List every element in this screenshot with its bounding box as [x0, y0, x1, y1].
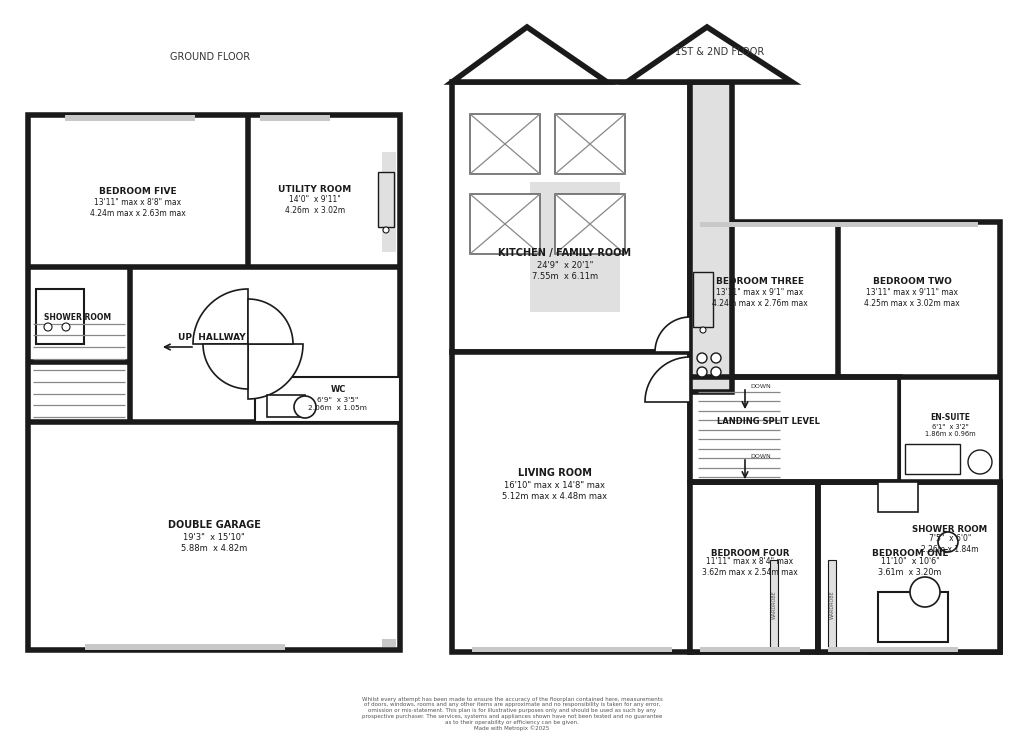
- Text: 13'11" max x 9'11" max
4.25m max x 3.02m max: 13'11" max x 9'11" max 4.25m max x 3.02m…: [864, 288, 959, 308]
- Text: DOWN: DOWN: [750, 384, 771, 390]
- Bar: [555, 194, 625, 254]
- Circle shape: [910, 577, 940, 607]
- Circle shape: [700, 327, 706, 333]
- Bar: [700, 647, 800, 652]
- Circle shape: [44, 323, 52, 331]
- Bar: [700, 222, 880, 227]
- Text: WARDROBE: WARDROBE: [771, 590, 776, 620]
- Circle shape: [383, 227, 389, 233]
- Bar: [382, 639, 396, 647]
- Text: 13'11" max x 9'1" max
4.24m max x 2.76m max: 13'11" max x 9'1" max 4.24m max x 2.76m …: [712, 288, 808, 308]
- Text: BEDROOM THREE: BEDROOM THREE: [716, 277, 804, 287]
- Bar: [28, 115, 400, 650]
- Text: 13'11" max x 8'8" max
4.24m max x 2.63m max: 13'11" max x 8'8" max 4.24m max x 2.63m …: [90, 199, 186, 217]
- Bar: [693, 272, 713, 327]
- Bar: [260, 115, 330, 121]
- Bar: [878, 592, 948, 642]
- Circle shape: [938, 532, 958, 552]
- Bar: [828, 560, 836, 650]
- Bar: [900, 377, 1000, 482]
- Polygon shape: [627, 27, 792, 82]
- Bar: [690, 377, 900, 482]
- Bar: [452, 352, 690, 652]
- Text: BEDROOM ONE: BEDROOM ONE: [871, 548, 948, 557]
- Bar: [690, 482, 818, 652]
- Text: DOWN: DOWN: [750, 454, 771, 459]
- Bar: [36, 289, 84, 344]
- Bar: [530, 182, 620, 312]
- Text: 16'10" max x 14'8" max
5.12m max x 4.48m max: 16'10" max x 14'8" max 5.12m max x 4.48m…: [503, 481, 607, 501]
- Bar: [770, 560, 778, 650]
- Circle shape: [294, 396, 316, 418]
- Text: 6'9"  x 3'5"
2.06m  x 1.05m: 6'9" x 3'5" 2.06m x 1.05m: [308, 398, 368, 411]
- Text: BEDROOM FIVE: BEDROOM FIVE: [99, 187, 177, 196]
- Bar: [690, 222, 1000, 652]
- Text: 6'1"  x 3'2"
1.86m x 0.96m: 6'1" x 3'2" 1.86m x 0.96m: [925, 424, 975, 437]
- Text: WC: WC: [331, 386, 346, 395]
- Text: EN-SUITE: EN-SUITE: [930, 413, 970, 422]
- Circle shape: [711, 367, 721, 377]
- Bar: [828, 647, 958, 652]
- Bar: [472, 647, 672, 652]
- Text: LIVING ROOM: LIVING ROOM: [518, 468, 592, 478]
- Bar: [848, 222, 978, 227]
- Text: Whilst every attempt has been made to ensure the accuracy of the floorplan conta: Whilst every attempt has been made to en…: [361, 696, 663, 732]
- Polygon shape: [452, 27, 607, 82]
- Text: 11'10"  x 10'6"
3.61m  x 3.20m: 11'10" x 10'6" 3.61m x 3.20m: [879, 557, 942, 577]
- Circle shape: [711, 353, 721, 363]
- Bar: [378, 172, 394, 227]
- Bar: [255, 377, 400, 422]
- Text: SHOWER ROOM: SHOWER ROOM: [912, 526, 987, 535]
- Text: 24'9"  x 20'1"
7.55m  x 6.11m: 24'9" x 20'1" 7.55m x 6.11m: [531, 261, 598, 280]
- Circle shape: [697, 367, 707, 377]
- Text: SHOWER ROOM: SHOWER ROOM: [44, 313, 112, 322]
- Polygon shape: [248, 299, 293, 344]
- Text: DOUBLE GARAGE: DOUBLE GARAGE: [168, 520, 260, 530]
- Bar: [818, 482, 1000, 652]
- Text: KITCHEN / FAMILY ROOM: KITCHEN / FAMILY ROOM: [499, 248, 632, 258]
- Bar: [905, 444, 961, 474]
- Bar: [85, 644, 285, 650]
- Text: 14'0"  x 9'11"
4.26m  x 3.02m: 14'0" x 9'11" 4.26m x 3.02m: [285, 196, 345, 215]
- Bar: [878, 482, 918, 512]
- Text: LANDING SPLIT LEVEL: LANDING SPLIT LEVEL: [717, 417, 819, 426]
- Bar: [267, 395, 305, 417]
- Polygon shape: [655, 317, 690, 352]
- Text: 19'3"  x 15'10"
5.88m  x 4.82m: 19'3" x 15'10" 5.88m x 4.82m: [181, 533, 247, 553]
- Text: BEDROOM TWO: BEDROOM TWO: [872, 277, 951, 287]
- Text: WARDROBE: WARDROBE: [829, 590, 835, 620]
- Bar: [382, 152, 396, 252]
- Bar: [65, 115, 195, 121]
- Circle shape: [968, 450, 992, 474]
- Text: 1ST & 2ND FLOOR: 1ST & 2ND FLOOR: [676, 47, 765, 57]
- Text: UP  HALLWAY: UP HALLWAY: [178, 332, 246, 341]
- Text: UTILITY ROOM: UTILITY ROOM: [279, 184, 351, 193]
- Polygon shape: [203, 344, 248, 389]
- Polygon shape: [193, 289, 248, 344]
- Text: GROUND FLOOR: GROUND FLOOR: [170, 52, 250, 62]
- Bar: [470, 194, 540, 254]
- Polygon shape: [645, 357, 690, 402]
- Circle shape: [697, 353, 707, 363]
- Text: BEDROOM FOUR: BEDROOM FOUR: [711, 548, 790, 557]
- Bar: [555, 114, 625, 174]
- Polygon shape: [248, 344, 303, 399]
- Text: 11'11" max x 8'4" max
3.62m max x 2.54m max: 11'11" max x 8'4" max 3.62m max x 2.54m …: [702, 557, 798, 577]
- Text: 7'5"  x 6'0"
2.26m x 1.84m: 7'5" x 6'0" 2.26m x 1.84m: [922, 535, 979, 553]
- Circle shape: [62, 323, 70, 331]
- Bar: [452, 82, 690, 352]
- Bar: [470, 114, 540, 174]
- Bar: [690, 82, 732, 392]
- Bar: [870, 482, 1000, 652]
